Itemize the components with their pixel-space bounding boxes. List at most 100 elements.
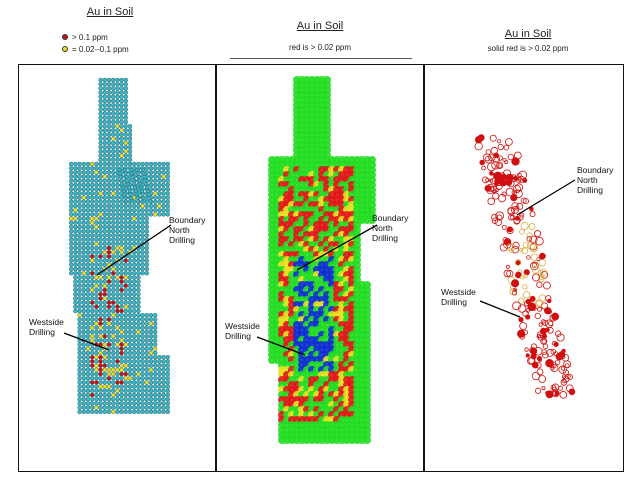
sample-marker	[567, 374, 574, 380]
sample-dot	[102, 115, 108, 120]
sample-dot	[152, 388, 158, 393]
legend-medium-swatch	[62, 46, 68, 52]
sample-dot	[152, 174, 158, 179]
sample-dot	[115, 111, 120, 116]
sample-dot	[81, 220, 87, 226]
sample-marker	[560, 379, 568, 386]
sample-dot	[98, 405, 103, 410]
sample-dot	[152, 325, 158, 330]
sample-dot	[140, 376, 145, 381]
sample-marker	[511, 290, 518, 296]
sample-dot	[115, 191, 120, 196]
sample-dot	[102, 161, 108, 167]
sample-dot	[148, 388, 154, 393]
sample-dot	[106, 321, 112, 326]
sample-dot	[81, 191, 87, 196]
sample-dot	[161, 409, 166, 414]
sample-dot	[98, 388, 103, 393]
sample-dot	[152, 392, 158, 398]
sample-dot	[106, 409, 112, 414]
sample-dot	[127, 287, 133, 293]
sample-dot	[73, 233, 78, 238]
sample-dot	[110, 86, 116, 91]
sample-dot	[110, 153, 116, 158]
sample-dot	[127, 355, 133, 360]
sample-dot	[77, 367, 82, 372]
sample-dot	[127, 203, 133, 209]
sample-dot	[131, 161, 137, 167]
sample-dot	[127, 346, 133, 351]
sample-marker	[524, 347, 529, 352]
sample-dot	[102, 334, 108, 339]
sample-dot	[85, 350, 91, 356]
sample-dot	[157, 388, 162, 393]
sample-dot	[140, 405, 145, 410]
sample-dot	[119, 350, 124, 356]
panel2-title: Au in Soil	[296, 20, 344, 32]
sample-dot	[140, 392, 145, 398]
westside-pointer-line	[479, 300, 521, 318]
sample-dot	[69, 199, 74, 205]
sample-dot	[98, 363, 103, 368]
sample-dot	[102, 342, 108, 347]
sample-dot	[110, 321, 116, 326]
sample-dot	[73, 199, 78, 205]
sample-dot	[69, 212, 74, 217]
sample-dot	[119, 140, 124, 146]
sample-marker	[534, 230, 541, 238]
sample-dot	[98, 94, 103, 99]
sample-dot	[140, 237, 145, 242]
sample-dot	[119, 224, 124, 230]
sample-dot	[127, 212, 133, 217]
sample-dot	[85, 258, 91, 263]
sample-dot	[152, 212, 158, 217]
sample-dot	[119, 367, 124, 372]
heat-cell	[363, 436, 371, 444]
sample-dot	[89, 338, 95, 343]
sample-dot	[136, 346, 141, 351]
sample-marker	[507, 207, 515, 215]
sample-dot	[115, 245, 120, 251]
sample-dot	[106, 359, 112, 364]
sample-dot	[94, 224, 99, 230]
sample-dot	[140, 409, 145, 414]
sample-dot	[136, 266, 141, 272]
sample-dot	[98, 157, 103, 163]
sample-dot	[98, 304, 103, 310]
sample-dot	[119, 90, 124, 95]
sample-dot	[106, 186, 112, 192]
sample-dot	[81, 359, 87, 364]
sample-marker	[531, 305, 537, 311]
sample-dot	[110, 249, 116, 255]
sample-dot	[89, 334, 95, 339]
sample-dot	[127, 233, 133, 238]
sample-dot	[123, 140, 129, 146]
sample-dot	[140, 228, 145, 234]
sample-dot	[115, 77, 120, 83]
sample-dot	[106, 397, 112, 402]
sample-dot	[123, 334, 129, 339]
sample-dot	[152, 384, 158, 389]
sample-dot	[119, 103, 124, 108]
sample-dot	[140, 312, 145, 318]
sample-dot	[106, 119, 112, 125]
sample-dot	[165, 161, 171, 167]
sample-dot	[127, 241, 133, 247]
sample-dot	[136, 359, 141, 364]
sample-dot	[98, 161, 103, 167]
sample-dot	[119, 321, 124, 326]
sample-dot	[119, 376, 124, 381]
sample-dot	[127, 161, 133, 167]
sample-dot	[144, 317, 150, 322]
sample-dot	[119, 300, 124, 305]
sample-dot	[110, 241, 116, 247]
sample-marker	[554, 359, 561, 366]
sample-dot	[81, 228, 87, 234]
sample-dot	[115, 119, 120, 125]
sample-dot	[131, 371, 137, 377]
sample-dot	[144, 233, 150, 238]
sample-dot	[123, 77, 129, 83]
sample-dot	[81, 409, 87, 414]
sample-dot	[98, 115, 103, 120]
sample-dot	[144, 203, 150, 209]
